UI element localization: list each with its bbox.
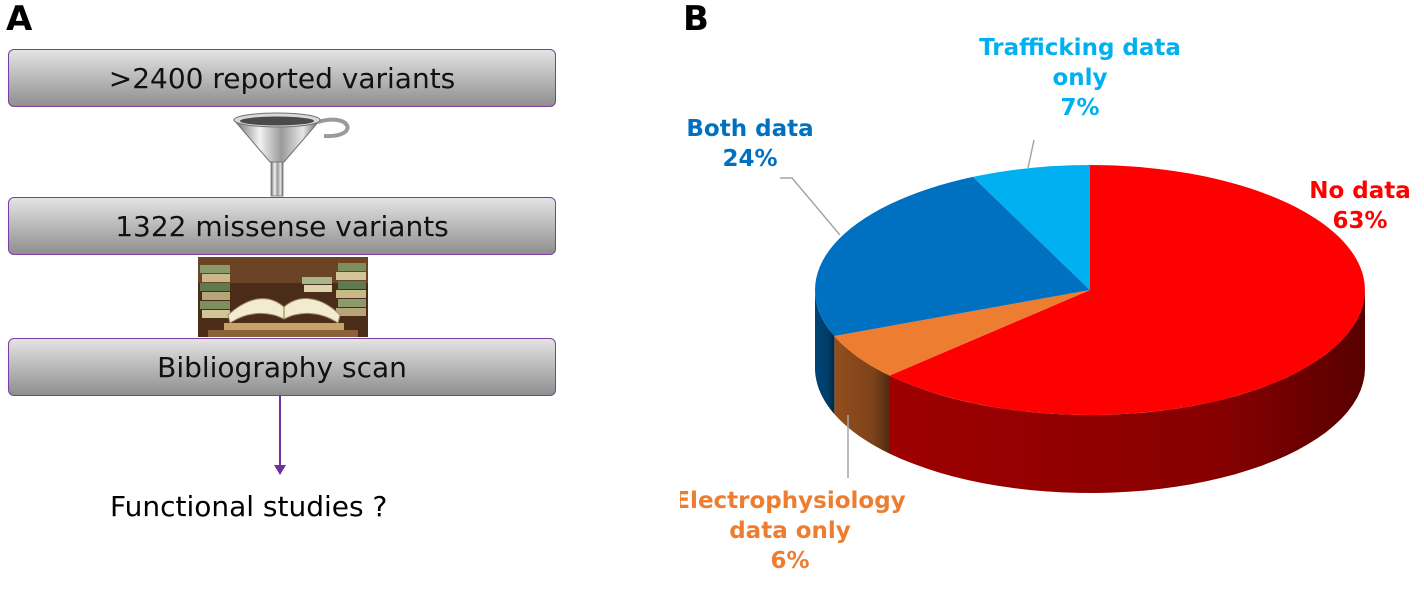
pie-leader-line-both-data	[780, 177, 841, 236]
books-icon	[198, 257, 368, 337]
funnel-icon	[232, 112, 350, 197]
flow-step-reported-variants: >2400 reported variants	[8, 49, 556, 107]
pie-leader-line-trafficking-data-only	[1027, 139, 1035, 169]
down-arrow-icon	[274, 395, 286, 475]
pie-label-both-data: Both data	[686, 116, 813, 142]
pie-side-both-data-shading	[815, 290, 835, 414]
pie-value-trafficking-data-only: 7%	[1060, 95, 1099, 121]
pie-value-both-data: 24%	[722, 146, 777, 172]
panel-label-a: A	[6, 0, 33, 39]
pie-label-trafficking-data-only: only	[1052, 65, 1107, 91]
pie-label-electrophysiology-data-only: Electrophysiology	[680, 488, 906, 514]
pie-label-no-data: No data	[1309, 178, 1411, 204]
flow-step-missense-variants: 1322 missense variants	[8, 197, 556, 255]
pie-slice-trafficking-data-only	[972, 165, 1090, 290]
pie-chart: No data 63% Electrophysiology data only 6% Bo…	[680, 35, 1411, 574]
flow-step-bibliography-scan: Bibliography scan	[8, 338, 556, 396]
pie-value-electrophysiology-data-only: 6%	[770, 548, 809, 574]
pie-slice-no-data	[889, 165, 1365, 416]
flow-outcome-label: Functional studies ?	[110, 490, 388, 523]
pie-side-no-data-shading	[889, 290, 1365, 493]
pie-value-no-data: 63%	[1332, 208, 1387, 234]
pie-slice-electrophysiology-data-only	[834, 290, 1090, 376]
pie-label-electrophysiology-data-only: data only	[729, 518, 851, 544]
panel-label-b: B	[683, 0, 709, 39]
pie-slice-both-data	[815, 176, 1090, 336]
pie-label-trafficking-data-only: Trafficking data	[979, 35, 1181, 61]
